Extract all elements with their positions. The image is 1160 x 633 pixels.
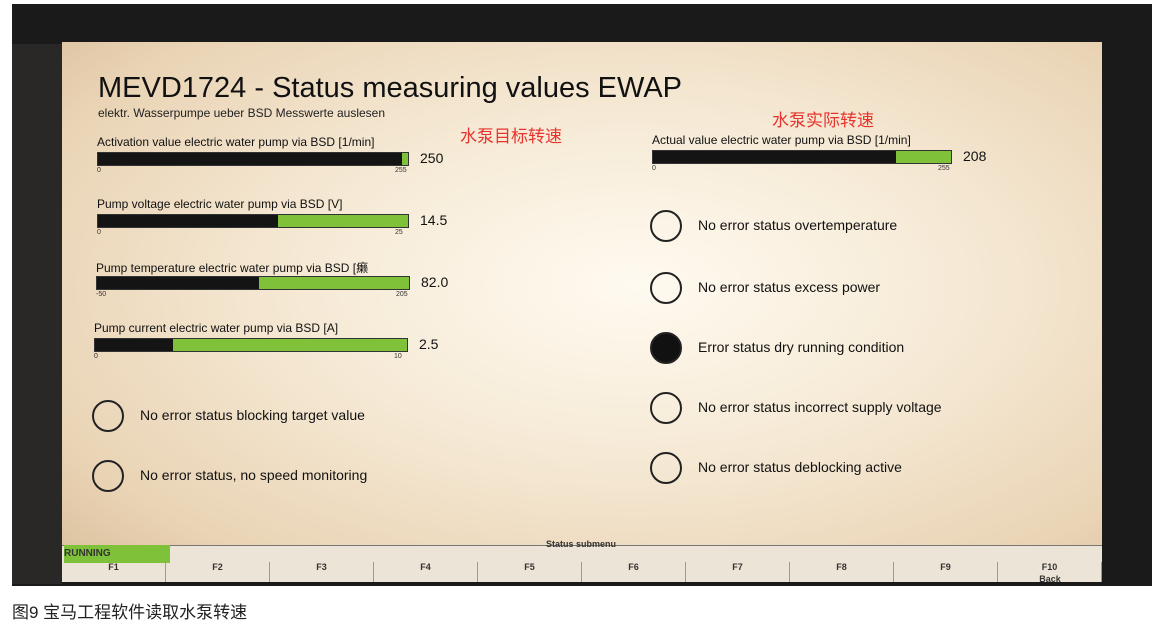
function-key[interactable]: F10: [998, 562, 1102, 582]
function-key[interactable]: F1: [62, 562, 166, 582]
status-indicator: [650, 332, 682, 364]
gauge-min: 0: [652, 165, 656, 172]
subtitle: elektr. Wasserpumpe ueber BSD Messwerte …: [98, 106, 386, 120]
gauge-max: 255: [938, 165, 950, 172]
status-indicator: [92, 400, 124, 432]
gauge-bar: [97, 214, 409, 228]
function-key[interactable]: F7: [686, 562, 790, 582]
gauge-bar: [94, 338, 408, 352]
gauge-label: Pump current electric water pump via BSD…: [94, 321, 339, 335]
gauge-fill: [98, 153, 402, 165]
status-indicator: [650, 452, 682, 484]
gauge-value: 208: [963, 148, 987, 164]
function-key[interactable]: F8: [790, 562, 894, 582]
gauge-max: 255: [395, 167, 407, 174]
annotation: 水泵实际转速: [772, 111, 874, 130]
gauge-max: 205: [396, 291, 408, 298]
bezel: [12, 44, 62, 584]
function-key[interactable]: F2: [166, 562, 270, 582]
running-state: RUNNING: [64, 545, 170, 563]
gauge-min: 0: [97, 229, 101, 236]
caption: 图9 宝马工程软件读取水泵转速: [12, 603, 248, 622]
status-label: No error status, no speed monitoring: [140, 467, 368, 483]
back-label[interactable]: Back: [1039, 574, 1061, 582]
function-key[interactable]: F3: [270, 562, 374, 582]
footer-bar: [62, 545, 1102, 582]
status-label: No error status incorrect supply voltage: [698, 399, 942, 415]
function-key[interactable]: F9: [894, 562, 998, 582]
gauge-value: 14.5: [420, 212, 448, 228]
gauge-fill: [95, 339, 173, 351]
function-key[interactable]: F4: [374, 562, 478, 582]
status-label: No error status blocking target value: [140, 407, 365, 423]
gauge-max: 25: [395, 229, 403, 236]
status-label: No error status overtemperature: [698, 217, 898, 233]
gauge-bar: [652, 150, 952, 164]
gauge-max: 10: [394, 353, 402, 360]
status-indicator: [650, 210, 682, 242]
menu-title: Status submenu: [546, 539, 617, 549]
status-indicator: [92, 460, 124, 492]
screen: MEVD1724 - Status measuring values EWAP …: [62, 42, 1102, 582]
status-indicator: [650, 392, 682, 424]
status-indicator: [650, 272, 682, 304]
gauge-min: -50: [96, 291, 107, 298]
status-label: Error status dry running condition: [698, 339, 905, 355]
gauge-value: 82.0: [421, 274, 449, 290]
gauge-bar: [96, 276, 410, 290]
gauge-min: 0: [97, 167, 101, 174]
gauge-label: Actual value electric water pump via BSD…: [652, 133, 911, 147]
function-key[interactable]: F6: [582, 562, 686, 582]
gauge-label: Pump voltage electric water pump via BSD…: [97, 197, 343, 211]
title: MEVD1724 - Status measuring values EWAP: [98, 72, 683, 104]
gauge-label: Activation value electric water pump via…: [97, 135, 375, 149]
gauge-value: 250: [420, 150, 444, 166]
annotation: 水泵目标转速: [460, 127, 562, 146]
gauge-label: Pump temperature electric water pump via…: [96, 261, 369, 275]
status-label: No error status deblocking active: [698, 459, 902, 475]
gauge-min: 0: [94, 353, 98, 360]
gauge-fill: [98, 215, 278, 227]
gauge-fill: [97, 277, 259, 289]
gauge-fill: [653, 151, 897, 163]
gauge-value: 2.5: [419, 336, 439, 352]
gauge-bar: [97, 152, 409, 166]
status-label: No error status excess power: [698, 279, 881, 295]
function-key[interactable]: F5: [478, 562, 582, 582]
